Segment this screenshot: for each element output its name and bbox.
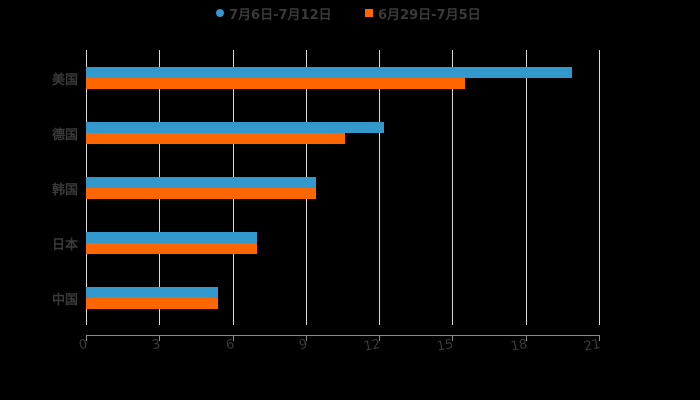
bar-current-week[interactable] <box>86 232 257 243</box>
category-label: 中国 <box>51 293 78 308</box>
gridline <box>379 50 380 325</box>
category-label: 美国 <box>51 73 78 88</box>
x-tick-label: 6 <box>224 337 236 354</box>
chart-legend: 7月6日-7月12日 6月29日-7月5日 <box>0 4 700 23</box>
bar-previous-week[interactable] <box>86 298 218 309</box>
x-tick <box>379 335 380 341</box>
gridline <box>526 50 527 325</box>
bar-previous-week[interactable] <box>86 78 465 89</box>
x-axis-line <box>86 335 600 336</box>
legend-label: 6月29日-7月5日 <box>378 7 481 23</box>
legend-circle-icon <box>216 9 224 17</box>
bar-current-week[interactable] <box>86 122 384 133</box>
x-tick <box>452 335 453 341</box>
bar-previous-week[interactable] <box>86 133 345 144</box>
x-tick-label: 21 <box>582 337 602 355</box>
bar-previous-week[interactable] <box>86 188 316 199</box>
x-tick <box>526 335 527 341</box>
category-label: 德国 <box>51 128 78 143</box>
x-tick <box>306 335 307 341</box>
legend-square-icon <box>365 9 373 17</box>
x-tick-label: 18 <box>509 337 529 355</box>
x-tick <box>233 335 234 341</box>
category-label: 日本 <box>51 238 78 253</box>
legend-item-week-current[interactable]: 7月6日-7月12日 <box>216 4 332 23</box>
gridline <box>452 50 453 325</box>
x-tick-label: 15 <box>435 337 455 355</box>
legend-label: 7月6日-7月12日 <box>229 7 332 23</box>
x-tick-label: 12 <box>362 337 382 355</box>
x-tick-label: 0 <box>77 337 89 354</box>
x-tick <box>86 335 87 341</box>
bar-current-week[interactable] <box>86 67 572 78</box>
x-tick-label: 9 <box>297 337 309 354</box>
gridline <box>599 50 600 325</box>
bar-current-week[interactable] <box>86 287 218 298</box>
bar-current-week[interactable] <box>86 177 316 188</box>
category-label: 韩国 <box>51 183 78 198</box>
legend-item-week-previous[interactable]: 6月29日-7月5日 <box>365 4 481 23</box>
x-tick <box>599 335 600 341</box>
x-tick-label: 3 <box>150 337 162 354</box>
bar-previous-week[interactable] <box>86 243 257 254</box>
x-tick <box>159 335 160 341</box>
plot-area <box>86 50 600 325</box>
